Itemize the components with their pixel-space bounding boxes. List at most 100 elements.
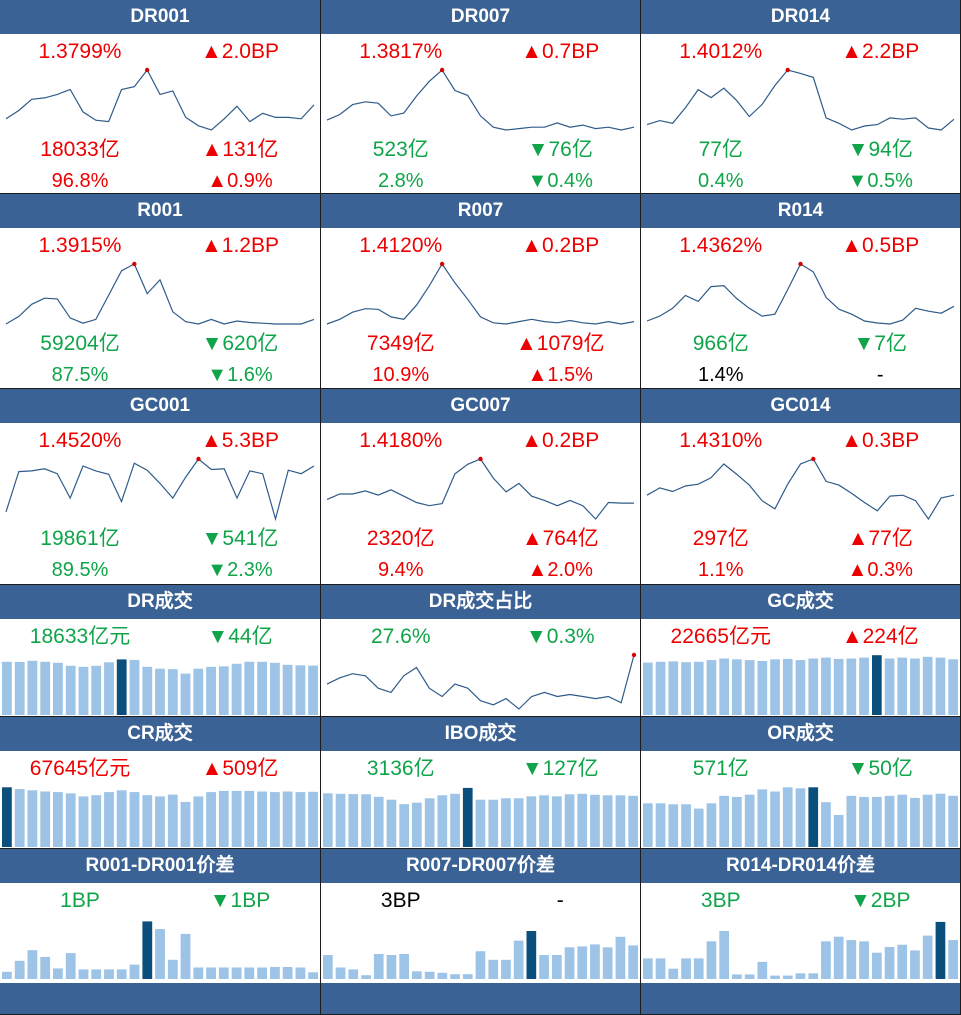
panel-12: CR成交 67645亿元 ▲509亿 (0, 717, 321, 849)
panel-14: OR成交 571亿 ▼50亿 (641, 717, 961, 849)
panel-left-value: 9.4% (377, 559, 424, 581)
bar (602, 947, 613, 979)
bar (732, 974, 742, 979)
bar (231, 663, 242, 715)
panel-right-value: - (556, 889, 564, 912)
panel-title: R001-DR001价差 (0, 849, 320, 883)
bar (795, 660, 806, 715)
panel-title: GC成交 (641, 585, 960, 619)
bar (270, 662, 280, 715)
bar (564, 794, 575, 847)
bar (615, 795, 626, 847)
bar (590, 944, 600, 979)
bar (884, 947, 895, 979)
panel-left-value: 1.4520% (38, 429, 122, 452)
bar (180, 801, 191, 847)
bar (872, 952, 882, 979)
bar (167, 669, 178, 715)
bar (706, 660, 717, 715)
panel-7: GC007 1.4180% ▲0.2BP 2320亿 ▲764亿 9.4% ▲2.0% (321, 389, 641, 585)
bar (91, 795, 102, 847)
panel-title: R014 (641, 194, 960, 228)
bar (732, 796, 742, 847)
sparkline-series (5, 263, 315, 325)
bar (922, 794, 933, 847)
bar (833, 815, 844, 847)
bar (513, 940, 524, 979)
panel-left-value: 77亿 (698, 138, 743, 161)
bar (437, 972, 448, 979)
bar (206, 967, 216, 979)
panel-title: GC007 (321, 389, 640, 423)
bar (244, 967, 255, 979)
bar (40, 791, 51, 847)
bar (757, 961, 768, 979)
panel-title: R001 (0, 194, 320, 228)
panel-6: GC001 1.4520% ▲5.3BP 19861亿 ▼541亿 89.5% ▼2.3% (0, 389, 321, 585)
bar (2, 661, 12, 715)
panel-left-value: 3136亿 (366, 757, 435, 780)
bar (859, 941, 869, 979)
bar (808, 658, 819, 715)
bar (257, 791, 267, 847)
panel-right-value: ▲224亿 (841, 625, 919, 648)
panel-title: R007-DR007价差 (321, 849, 640, 883)
panel-left-value: 18033亿 (40, 138, 120, 161)
panel-title: R007 (321, 194, 640, 228)
bar (155, 796, 165, 847)
bar-chart (2, 787, 318, 847)
bar (744, 660, 755, 715)
bar (897, 944, 908, 979)
bar (655, 958, 666, 979)
bar (935, 657, 946, 715)
sparkline-series (646, 263, 955, 325)
panel-title: R014-DR014价差 (641, 849, 960, 883)
bar (590, 794, 600, 847)
bar-chart (323, 787, 638, 847)
bar (412, 971, 422, 979)
panel-16: R007-DR007价差 3BP - (321, 849, 641, 1015)
sparkline-series (326, 458, 634, 520)
panel-17: R014-DR014价差 3BP ▼2BP (641, 849, 961, 1015)
panel-title: DR001 (0, 0, 320, 34)
panel-right-value: ▼541亿 (201, 527, 279, 550)
panel-left-value: 19861亿 (40, 527, 120, 550)
panel-left-value: 89.5% (51, 559, 109, 581)
bar-chart (2, 921, 318, 979)
bar (884, 795, 895, 847)
bar (27, 950, 38, 979)
panel-right-value: ▼50亿 (847, 757, 913, 780)
bar (655, 803, 666, 847)
bar (206, 792, 216, 847)
bar (910, 797, 920, 847)
panel-left-value: 1.4362% (679, 234, 763, 257)
bar (462, 787, 473, 847)
bar (833, 658, 844, 715)
bar-chart (643, 921, 958, 979)
panel-footer-bar (0, 983, 320, 1014)
bar (782, 658, 793, 715)
bar (65, 665, 76, 715)
bar (948, 940, 958, 979)
bar (142, 921, 153, 979)
bar (282, 664, 293, 715)
bar-chart (643, 787, 958, 847)
bar (693, 661, 704, 715)
panel-right-value: ▼94亿 (847, 138, 913, 161)
panel-left-value: 3BP (700, 889, 741, 912)
bar (104, 969, 114, 979)
bar (719, 658, 729, 715)
bar (308, 665, 318, 715)
panel-8: GC014 1.4310% ▲0.3BP 297亿 ▲77亿 1.1% ▲0.3% (641, 389, 961, 585)
bar (628, 945, 638, 979)
panel-right-value: ▲0.3BP (841, 429, 920, 452)
bar (615, 936, 626, 979)
bar (193, 796, 204, 847)
sparkline-chart (5, 456, 315, 522)
bar (821, 802, 831, 847)
panel-title: DR成交 (0, 585, 320, 619)
panel-left-value: 523亿 (372, 138, 429, 161)
panel-left-value: 3BP (380, 889, 421, 912)
bar (2, 787, 12, 847)
panel-right-value: ▲1.5% (527, 364, 593, 386)
